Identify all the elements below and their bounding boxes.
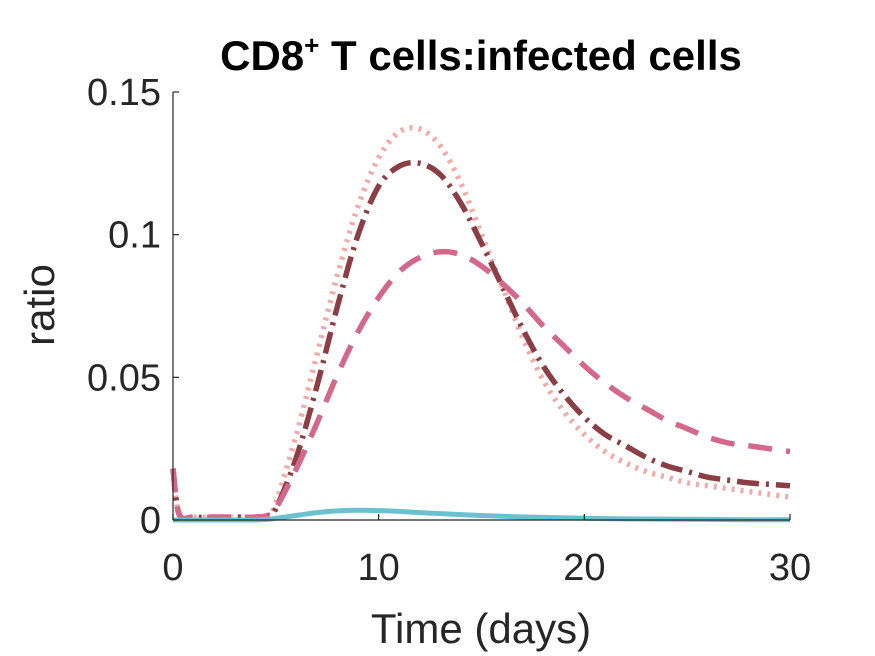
chart-title: CD8+ T cells:infected cells [220, 30, 742, 79]
x-tick-label: 10 [358, 547, 400, 589]
chart-title-main: CD8 [220, 32, 304, 79]
x-tick-label: 0 [162, 547, 183, 589]
x-axis-label: Time (days) [371, 605, 591, 652]
series-layer [170, 124, 791, 523]
y-axis-label: ratio [16, 264, 63, 346]
series-line-dash-dot [170, 159, 791, 522]
x-tick-label: 30 [769, 547, 811, 589]
series-line-dashed [170, 248, 791, 522]
tick-layer: 0 10 20 30 0 0.05 0.1 0.15 [87, 72, 811, 589]
y-tick-label: 0.1 [108, 215, 161, 257]
x-tick-label: 20 [563, 547, 605, 589]
chart-title-superscript: + [304, 30, 319, 60]
y-tick-label: 0 [140, 500, 161, 542]
y-tick-label: 0.15 [87, 72, 161, 114]
axes [172, 92, 790, 521]
series-line-dotted [170, 124, 791, 522]
y-tick-label: 0.05 [87, 357, 161, 399]
chart-title-suffix: T cells:infected cells [319, 32, 742, 79]
